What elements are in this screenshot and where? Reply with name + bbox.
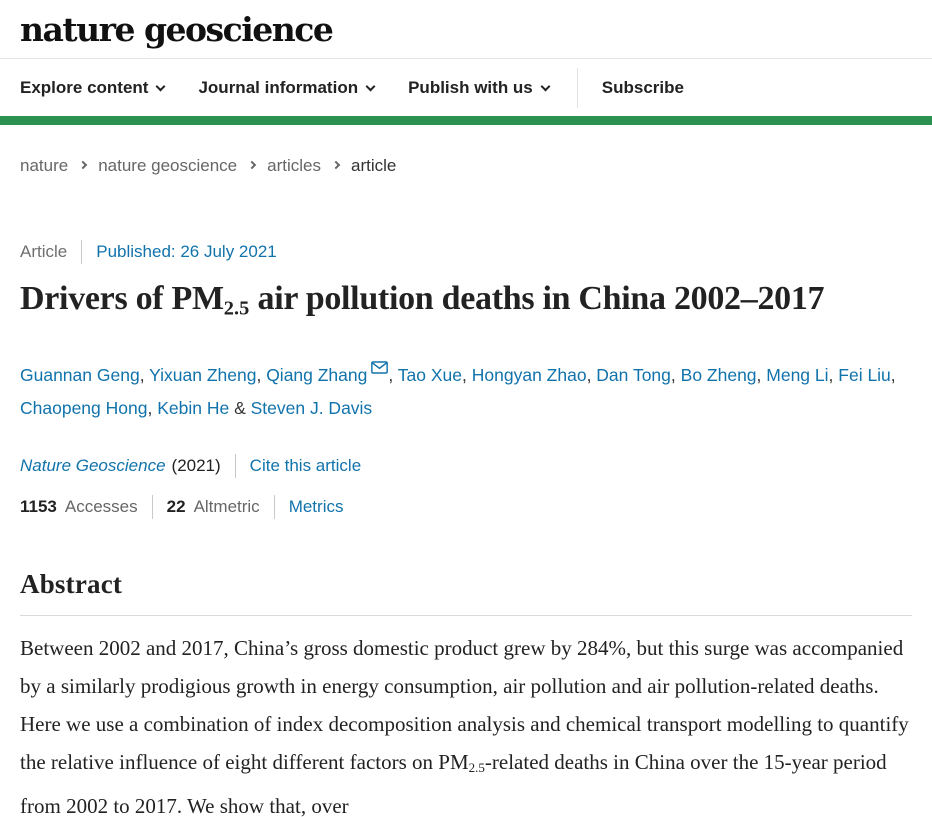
author-separator: , [586, 364, 597, 385]
article-meta-row: Article Published: 26 July 2021 [20, 240, 912, 264]
author-link[interactable]: Meng Li [766, 364, 829, 385]
author-final-separator: & [229, 397, 251, 418]
journal-name-link[interactable]: Nature Geoscience [20, 455, 166, 475]
author-separator: , [147, 397, 158, 418]
chevron-right-icon [78, 160, 88, 170]
brand-green-bar [0, 116, 932, 125]
abstract-heading: Abstract [20, 568, 123, 599]
author-link[interactable]: Chaopeng Hong [20, 397, 148, 418]
author-link[interactable]: Steven J. Davis [250, 397, 373, 418]
nav-item-subscribe[interactable]: Subscribe [601, 77, 684, 97]
author-separator: , [388, 364, 398, 385]
author-link[interactable]: Tao Xue [397, 364, 463, 385]
pm-subscript: 2.5 [468, 759, 485, 775]
journal-year: (2021) [171, 455, 221, 475]
chevron-right-icon [331, 160, 341, 170]
author-separator: , [139, 364, 150, 385]
abstract-part: -related deaths in China over the 15-yea… [20, 749, 887, 817]
nav-label: Journal information [198, 77, 359, 97]
author-link[interactable]: Dan Tong [596, 364, 671, 385]
chevron-down-icon [365, 81, 376, 91]
accesses-count: 1153 [20, 496, 57, 516]
cite-this-article-link[interactable]: Cite this article [249, 455, 362, 475]
altmetric-count: 22 [166, 496, 186, 516]
breadcrumb-item-articles[interactable]: articles [267, 156, 321, 175]
author-separator: , [890, 364, 896, 385]
author-link[interactable]: Qiang Zhang [266, 364, 368, 385]
metrics-divider [273, 494, 275, 519]
metrics-link[interactable]: Metrics [288, 496, 344, 516]
citation-divider [234, 453, 236, 478]
breadcrumb-item-nature-geoscience[interactable]: nature geoscience [98, 156, 238, 175]
nav-item-publish-with-us[interactable]: Publish with us [408, 77, 551, 98]
abstract-part: Between 2002 and 2017, China’s gross dom… [20, 635, 909, 774]
author-link[interactable]: Yixuan Zheng [149, 364, 257, 385]
breadcrumb-item-article: article [351, 156, 397, 175]
nav-item-journal-information[interactable]: Journal information [198, 77, 376, 98]
article-main: Article Published: 26 July 2021 Drivers … [0, 240, 932, 817]
title-subscript: 2.5 [223, 297, 250, 320]
accesses-label: Accesses [64, 496, 138, 516]
title-part: Drivers of PM [20, 280, 224, 317]
title-part: air pollution deaths in China 2002–2017 [249, 280, 825, 317]
logo-row: nature geoscience [0, 0, 932, 59]
meta-divider [81, 240, 83, 264]
chevron-down-icon [156, 81, 166, 91]
email-icon[interactable] [371, 360, 389, 378]
author-link[interactable]: Fei Liu [838, 364, 891, 385]
journal-logo[interactable]: nature geoscience [20, 10, 334, 49]
nav-item-explore-content[interactable]: Explore content [20, 77, 166, 98]
author-link[interactable]: Guannan Geng [20, 364, 140, 385]
main-nav: Explore content Journal information Publ… [0, 59, 932, 116]
abstract-divider [20, 614, 912, 616]
metrics-divider [151, 494, 153, 519]
author-separator: , [756, 364, 767, 385]
author-link[interactable]: Hongyan Zhao [471, 364, 587, 385]
published-date: Published: 26 July 2021 [96, 242, 277, 261]
author-separator: , [828, 364, 839, 385]
site-header: nature geoscience Explore content Journa… [0, 0, 932, 125]
author-separator: , [462, 364, 472, 385]
nav-label: Publish with us [408, 77, 533, 97]
author-link[interactable]: Bo Zheng [680, 364, 757, 385]
chevron-down-icon [540, 81, 551, 91]
nav-divider [576, 67, 578, 108]
breadcrumb-item-nature[interactable]: nature [20, 156, 69, 175]
breadcrumb: nature nature geoscience articles articl… [0, 156, 932, 176]
article-type-label: Article [20, 242, 68, 261]
page-title: Drivers of PM2.5 air pollution deaths in… [20, 277, 900, 331]
citation-row: Nature Geoscience (2021) Cite this artic… [20, 453, 912, 478]
nav-label: Explore content [20, 77, 149, 97]
author-link[interactable]: Kebin He [157, 397, 230, 418]
chevron-right-icon [247, 160, 257, 170]
author-separator: , [256, 364, 267, 385]
author-list: Guannan Geng, Yixuan Zheng, Qiang Zhang,… [20, 354, 912, 425]
author-separator: , [670, 364, 681, 385]
metrics-row: 1153 Accesses 22 Altmetric Metrics [20, 494, 912, 519]
altmetric-label: Altmetric [193, 496, 260, 516]
abstract-text: Between 2002 and 2017, China’s gross dom… [20, 629, 912, 817]
